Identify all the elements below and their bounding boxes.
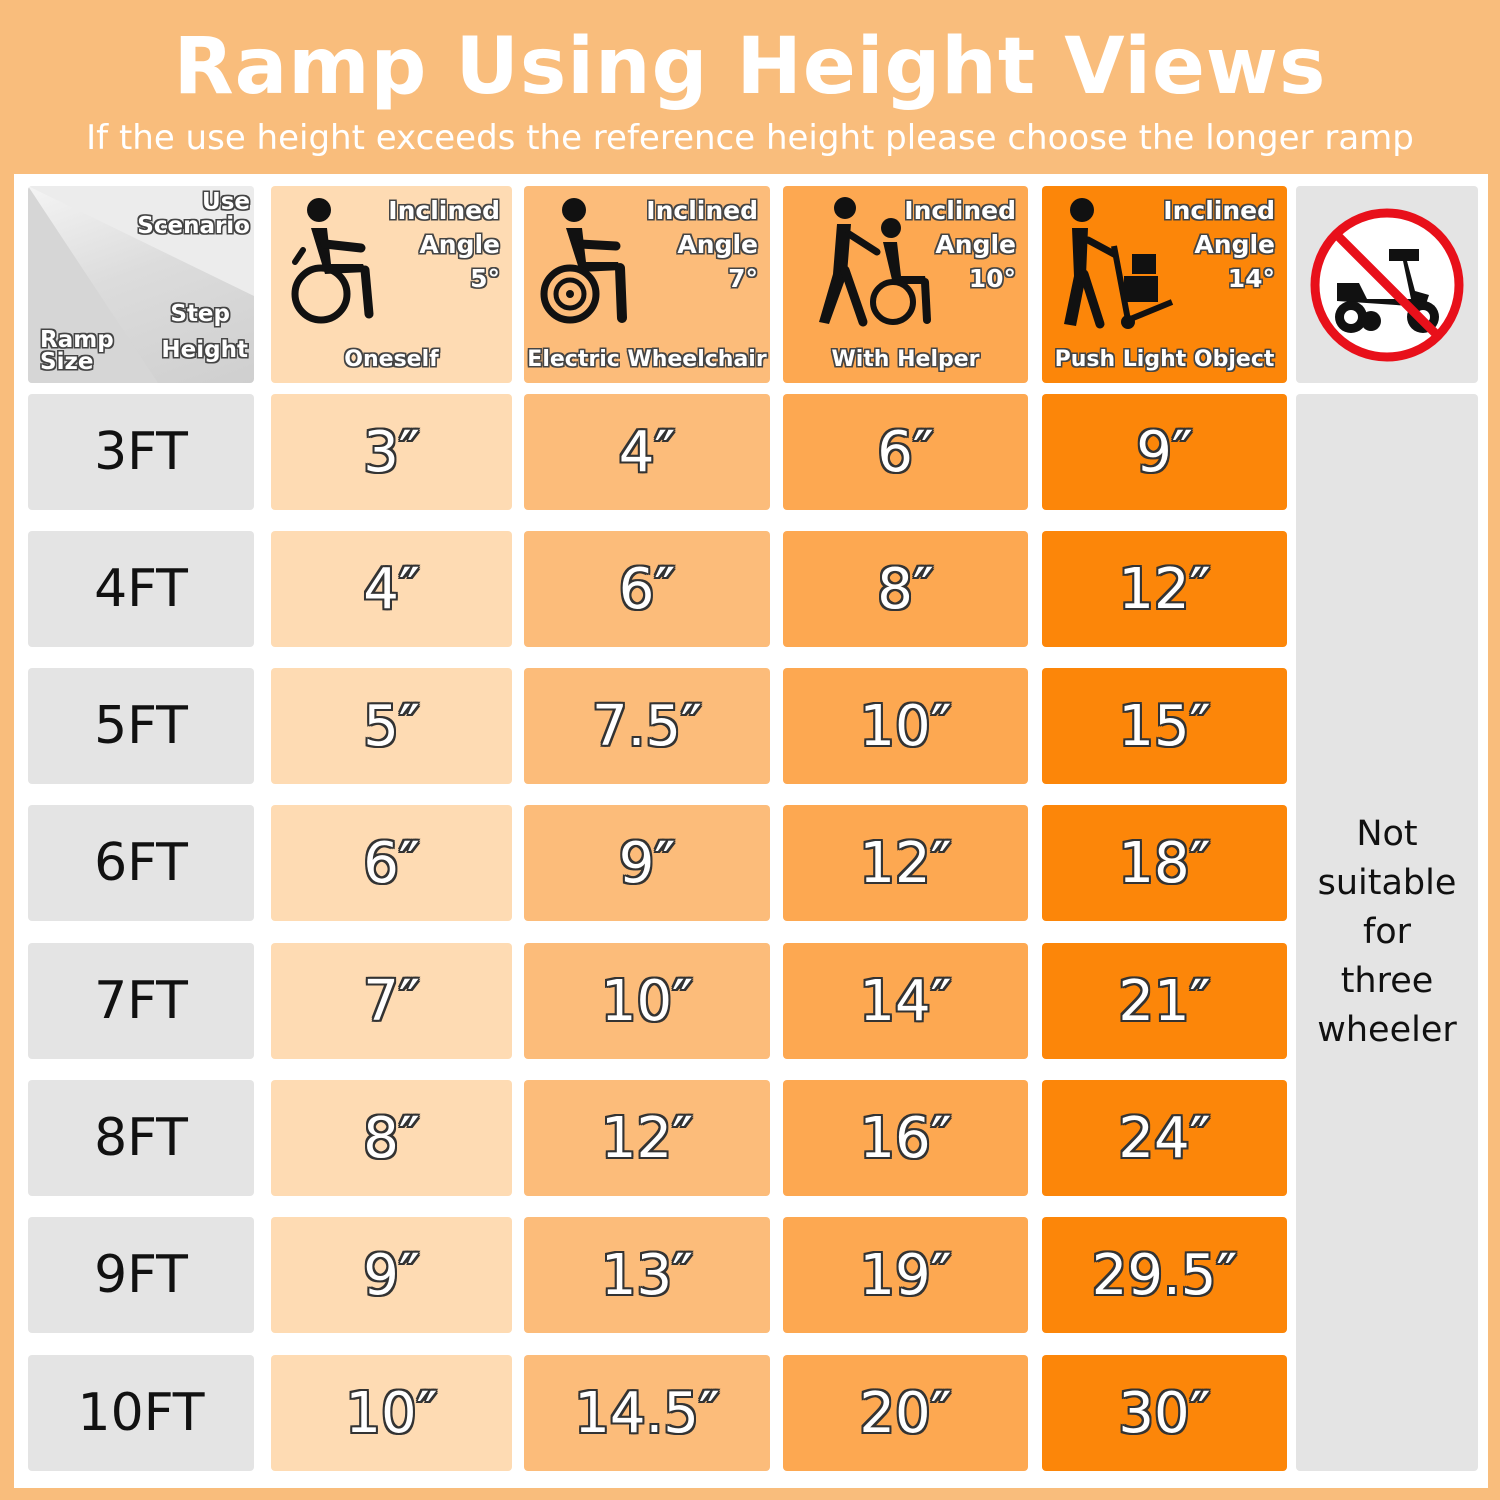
height-cell: 12″ — [1042, 531, 1287, 647]
header-oneself-angle: Inclined Angle 5° — [388, 196, 500, 293]
wheelchair-user-icon — [291, 198, 374, 324]
corner-ramp-label: Ramp — [40, 327, 114, 353]
helper-pushing-wheelchair-icon — [819, 197, 931, 327]
header-electric-wheelchair-angle: Inclined Angle 7° — [646, 196, 758, 293]
height-cell: 9″ — [524, 805, 770, 921]
height-cell: 30″ — [1042, 1355, 1287, 1471]
height-cell: 18″ — [1042, 805, 1287, 921]
height-cell: 8″ — [271, 1080, 512, 1196]
ramp-size-10ft: 10FT — [28, 1355, 254, 1471]
hand-truck-icon — [1064, 198, 1174, 329]
corner-header: Use Scenario Step Height Ramp Size — [28, 186, 254, 383]
height-cell: 12″ — [783, 805, 1028, 921]
note-line: wheeler — [1317, 1010, 1457, 1050]
height-cell: 7.5″ — [524, 668, 770, 784]
height-cell: 16″ — [783, 1080, 1028, 1196]
height-cell: 29.5″ — [1042, 1217, 1287, 1333]
header-with-helper-angle: Inclined Angle 10° — [904, 196, 1016, 293]
ramp-size-4ft: 4FT — [28, 531, 254, 647]
height-cell: 9″ — [1042, 394, 1287, 510]
height-cell: 15″ — [1042, 668, 1287, 784]
height-cell: 14.5″ — [524, 1355, 770, 1471]
height-cell: 20″ — [783, 1355, 1028, 1471]
corner-size-label: Size — [40, 349, 94, 375]
height-cell: 3″ — [271, 394, 512, 510]
page-title: Ramp Using Height Views — [173, 22, 1327, 112]
electric-wheelchair-icon — [540, 198, 627, 324]
corner-step-label: Step — [170, 301, 230, 327]
header-electric-wheelchair-label: Electric Wheelchair — [527, 347, 767, 372]
height-cell: 12″ — [524, 1080, 770, 1196]
header-electric-wheelchair: Inclined Angle 7° Electric Wheelchair — [524, 186, 770, 383]
corner-use-label: Use — [202, 189, 250, 215]
note-line: suitable — [1317, 863, 1457, 903]
ramp-size-3ft: 3FT — [28, 394, 254, 510]
ramp-table: Use Scenario Step Height Ramp Size Incli… — [14, 174, 1488, 1488]
corner-scenario-label: Scenario — [137, 213, 250, 239]
header-push-light-object-label: Push Light Object — [1054, 347, 1275, 372]
corner-diagonal-icon — [28, 186, 254, 383]
header-oneself: Inclined Angle 5° Oneself — [271, 186, 512, 383]
height-cell: 10″ — [271, 1355, 512, 1471]
note-line: for — [1362, 912, 1412, 952]
height-cell: 4″ — [524, 394, 770, 510]
header-no-scooter — [1296, 186, 1478, 383]
height-cell: 24″ — [1042, 1080, 1287, 1196]
ramp-size-7ft: 7FT — [28, 943, 254, 1059]
height-cell: 8″ — [783, 531, 1028, 647]
corner-height-label: Height — [161, 337, 248, 363]
height-cell: 21″ — [1042, 943, 1287, 1059]
header-oneself-label: Oneself — [344, 347, 439, 372]
page-subtitle: If the use height exceeds the reference … — [86, 118, 1414, 158]
height-cell: 6″ — [524, 531, 770, 647]
note-line: three — [1340, 961, 1434, 1001]
ramp-size-5ft: 5FT — [28, 668, 254, 784]
header-push-light-object: Inclined Angle 14° Push Light Object — [1042, 186, 1287, 383]
height-cell: 9″ — [271, 1217, 512, 1333]
header-with-helper: Inclined Angle 10° With Helper — [783, 186, 1028, 383]
no-scooter-icon — [1310, 208, 1464, 361]
height-cell: 14″ — [783, 943, 1028, 1059]
not-suitable-note: Not suitable for three wheeler — [1296, 394, 1478, 1471]
height-cell: 19″ — [783, 1217, 1028, 1333]
height-cell: 6″ — [271, 805, 512, 921]
height-cell: 13″ — [524, 1217, 770, 1333]
height-cell: 6″ — [783, 394, 1028, 510]
height-cell: 5″ — [271, 668, 512, 784]
header-with-helper-label: With Helper — [831, 347, 980, 372]
header-push-light-object-angle: Inclined Angle 14° — [1163, 196, 1275, 293]
note-line: Not — [1356, 814, 1418, 854]
ramp-size-9ft: 9FT — [28, 1217, 254, 1333]
height-cell: 10″ — [783, 668, 1028, 784]
height-cell: 7″ — [271, 943, 512, 1059]
height-cell: 4″ — [271, 531, 512, 647]
ramp-size-6ft: 6FT — [28, 805, 254, 921]
ramp-size-8ft: 8FT — [28, 1080, 254, 1196]
height-cell: 10″ — [524, 943, 770, 1059]
